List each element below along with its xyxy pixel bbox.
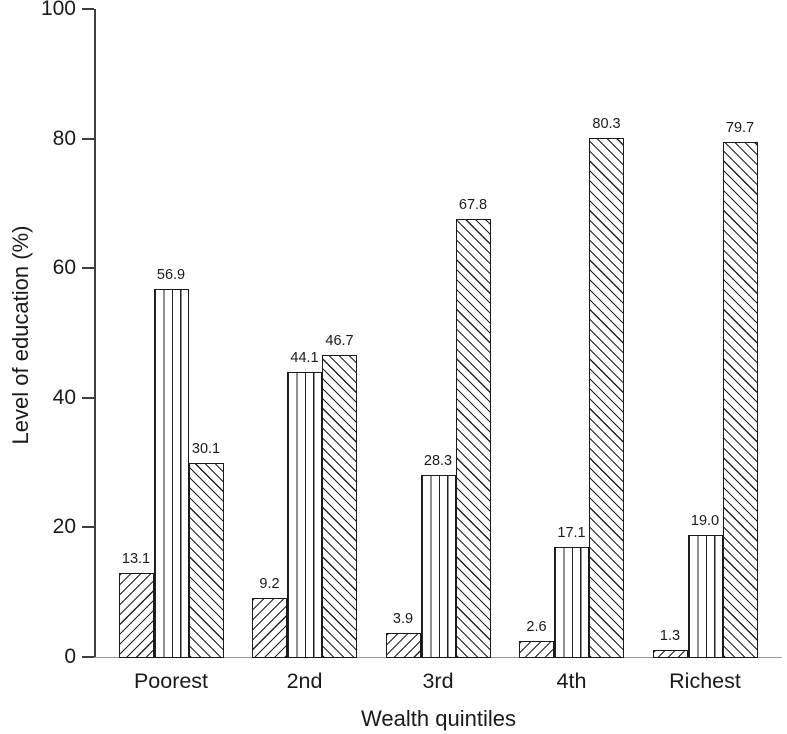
bar-value-label: 30.1 (191, 440, 221, 457)
bar-value-label: 44.1 (290, 350, 319, 367)
bar-series-1-poorest (118, 573, 154, 658)
y-tick-label: 40 (52, 385, 76, 409)
bar-value-label: 28.3 (423, 452, 453, 469)
y-axis-tick (82, 8, 94, 10)
y-tick-label: 80 (52, 126, 76, 150)
y-tick-label: 60 (52, 256, 76, 280)
bar-value-label: 19.0 (690, 512, 720, 529)
bar-value-label: 3.9 (392, 610, 414, 627)
y-tick-label: 100 (40, 0, 76, 20)
x-axis-title: Wealth quintiles (361, 706, 516, 731)
y-axis-title: Level of education (%) (8, 225, 33, 445)
bar-value-label: 56.9 (156, 267, 186, 284)
y-axis-tick (82, 137, 94, 140)
x-category-label: 3rd (422, 669, 454, 693)
x-category-label: 4th (556, 669, 587, 693)
bar-series-3-poorest (188, 462, 224, 658)
x-category-label: Richest (669, 669, 741, 693)
bar-value-label: 80.3 (592, 115, 621, 132)
y-tick-label: 20 (52, 515, 76, 539)
bar-value-label: 67.8 (458, 196, 488, 213)
y-axis-tick (82, 396, 94, 399)
bar-series-1-3rd (385, 632, 421, 658)
bar-value-label: 79.7 (725, 119, 755, 136)
bar-value-label: 13.1 (121, 551, 151, 568)
bar-series-3-2nd (322, 355, 357, 658)
bar-series-2-3rd (420, 474, 456, 658)
y-axis-tick (82, 656, 94, 658)
bar-series-2-2nd (287, 372, 322, 658)
bar-series-1-richest (652, 649, 688, 658)
x-category-label: 2nd (286, 669, 323, 693)
bar-series-3-4th (589, 137, 624, 658)
bar-value-label: 2.6 (526, 619, 547, 636)
x-category-label: Poorest (133, 669, 209, 693)
bar-series-1-2nd (252, 598, 287, 658)
y-axis-line (94, 9, 96, 657)
y-axis-tick (82, 526, 94, 529)
bar-value-label: 46.7 (325, 333, 354, 350)
y-tick-label: 0 (64, 645, 76, 668)
bar-value-label: 9.2 (259, 576, 280, 593)
bar-series-3-richest (722, 141, 758, 658)
y-axis-tick (82, 267, 94, 270)
bar-series-1-4th (519, 641, 554, 658)
bar-series-2-richest (687, 534, 723, 658)
bar-series-3-3rd (455, 218, 491, 658)
bar-series-2-poorest (153, 289, 189, 658)
bar-value-label: 1.3 (659, 627, 681, 644)
bar-value-label: 17.1 (557, 525, 586, 542)
bar-series-2-4th (554, 547, 589, 658)
